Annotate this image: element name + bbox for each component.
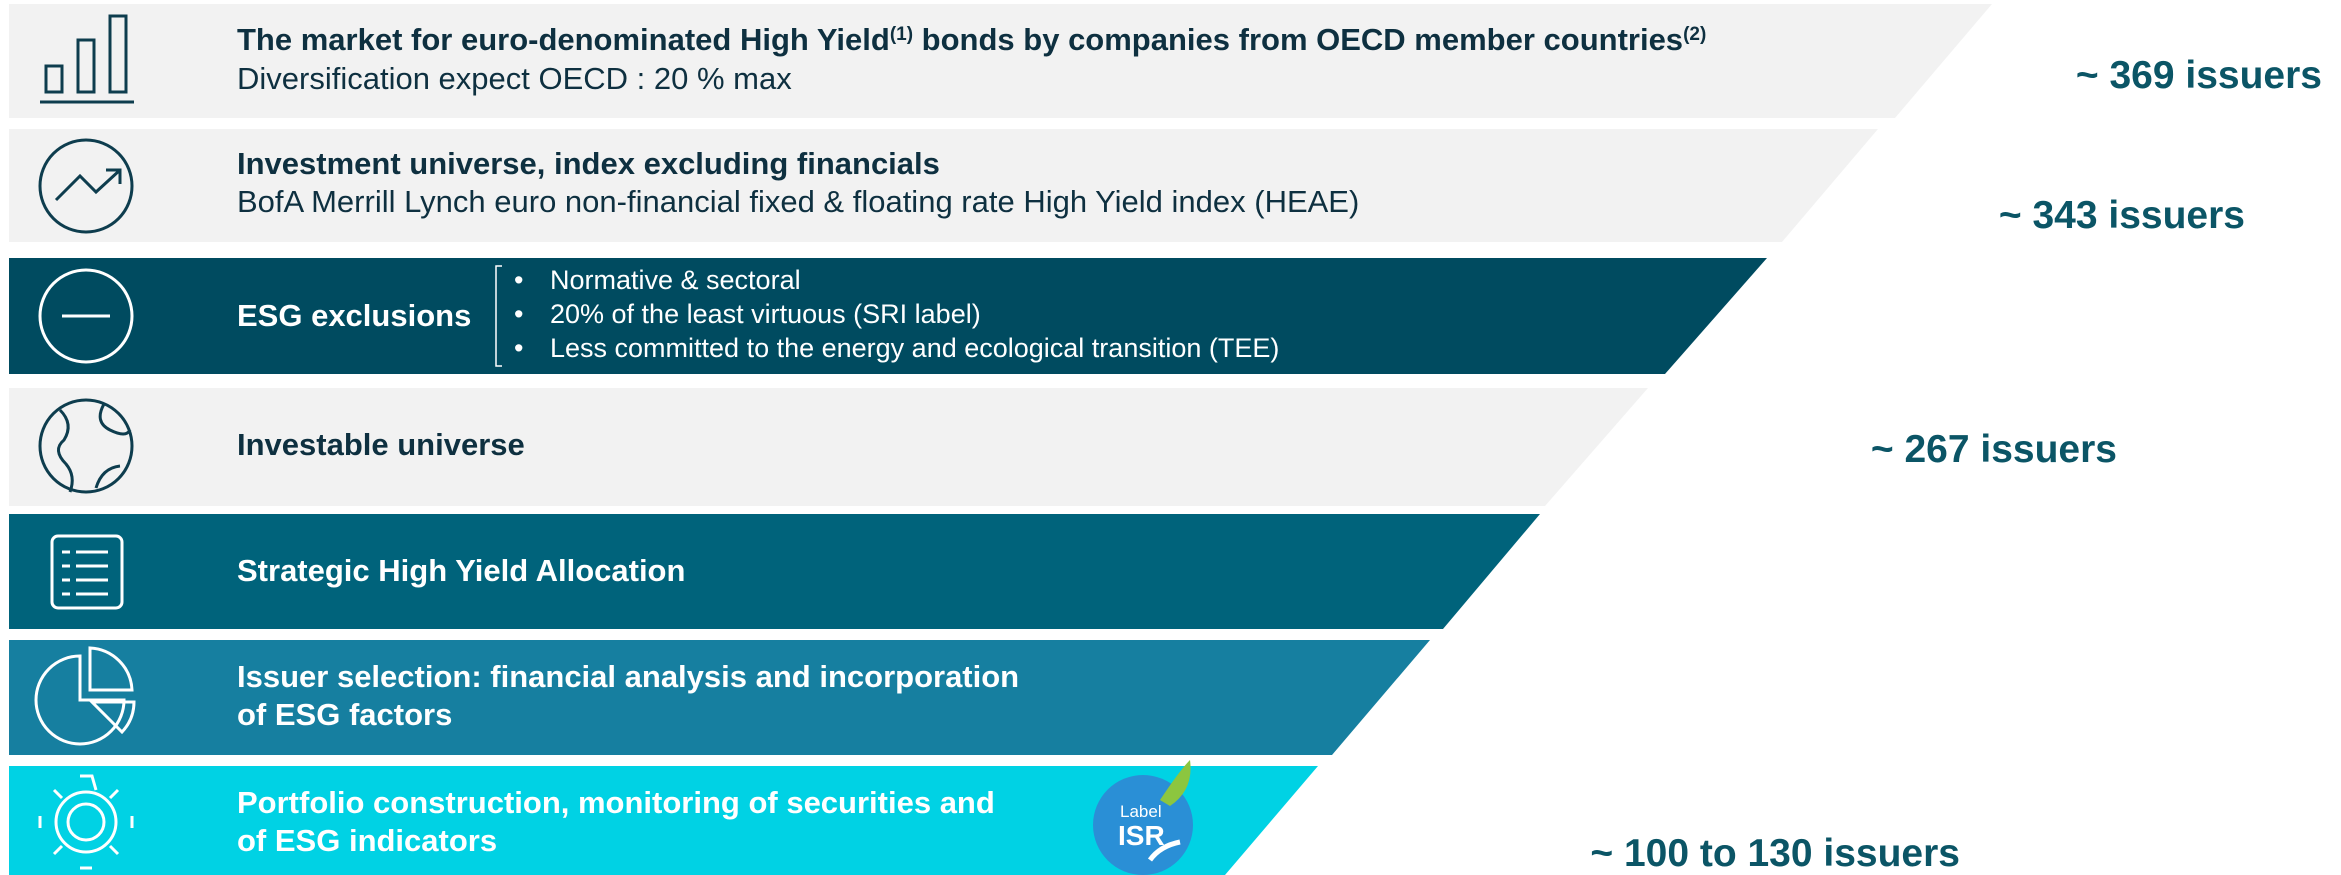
band: [9, 129, 1878, 242]
row-title: Investment universe, index excluding fin…: [237, 146, 940, 181]
issuer-count: ~ 267 issuers: [1871, 428, 2117, 471]
badge-text: ISR: [1118, 820, 1165, 851]
gear-icon: [38, 774, 134, 870]
band: [9, 766, 1318, 875]
band: [9, 640, 1430, 755]
bar-icon: [40, 14, 134, 104]
band: [9, 258, 1767, 374]
isr-badge: Label ISR: [1093, 760, 1193, 875]
bullet-list: • Normative & sectoral • 20% of the least …: [514, 265, 1279, 363]
superscript: (2): [1683, 24, 1706, 45]
row-title: of ESG indicators: [237, 823, 497, 858]
row-title: of ESG factors: [237, 697, 452, 732]
issuer-count: ~ 343 issuers: [1999, 194, 2245, 237]
row-title: Issuer selection: financial analysis and…: [237, 659, 1019, 694]
trend-icon: [38, 138, 134, 234]
row-title: Portfolio construction, monitoring of se…: [237, 785, 995, 820]
band: [9, 4, 1992, 118]
row-title: The market for euro-denominated High Yie…: [237, 22, 1706, 57]
checklist-icon: [50, 534, 124, 610]
superscript: (1): [890, 24, 913, 45]
bullet-text: 20% of the least virtuous (SRI label): [550, 299, 981, 329]
row-subtitle: Diversification expect OECD : 20 % max: [237, 61, 792, 96]
badge-leaf: [1160, 760, 1191, 806]
row-title: Investable universe: [237, 427, 525, 462]
title-part: The market for euro-denominated High Yie…: [237, 22, 890, 57]
minus-icon: [38, 268, 134, 364]
row-title: ESG exclusions: [237, 298, 471, 333]
issuer-count: ~ 369 issuers: [2076, 54, 2322, 97]
bullet: •: [514, 333, 523, 363]
bullet: •: [514, 299, 523, 329]
pie-icon: [34, 646, 136, 746]
bracket: [495, 265, 502, 367]
issuer-count: ~ 100 to 130 issuers: [1590, 832, 1960, 875]
bullet-text: Less committed to the energy and ecologi…: [550, 333, 1279, 363]
badge-hand: [1147, 839, 1181, 862]
globe-icon: [38, 398, 134, 494]
row-title: Strategic High Yield Allocation: [237, 553, 685, 588]
bullet: •: [514, 265, 523, 295]
band: [9, 388, 1648, 506]
badge-text: Label: [1120, 802, 1162, 821]
row-subtitle: BofA Merrill Lynch euro non-financial fi…: [237, 184, 1359, 219]
bullet-text: Normative & sectoral: [550, 265, 801, 295]
title-part: bonds by companies from OECD member coun…: [913, 22, 1683, 57]
band: [9, 514, 1540, 629]
